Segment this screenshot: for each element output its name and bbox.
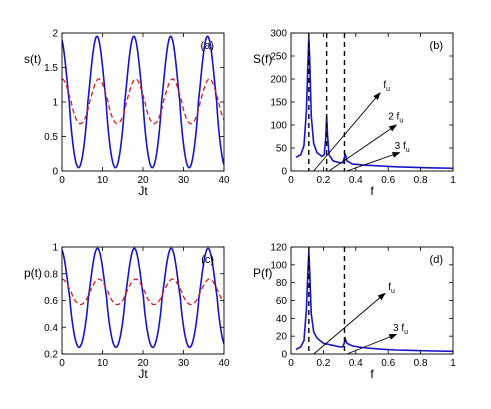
panel-label-a: (a) bbox=[201, 40, 214, 52]
x-tick-label-d-5: 1 bbox=[450, 358, 456, 369]
y-tick-label-a-1: 0.5 bbox=[44, 132, 58, 143]
x-tick-label-a-2: 20 bbox=[137, 175, 149, 186]
y-tick-label-d-5: 100 bbox=[270, 260, 287, 271]
x-tick-label-b-3: 0.6 bbox=[381, 175, 395, 186]
y-tick-label-b-6: 300 bbox=[270, 29, 287, 40]
series-a-dashed-line bbox=[62, 78, 224, 125]
panel-label-b: (b) bbox=[430, 40, 443, 52]
x-tick-label-c-0: 0 bbox=[59, 358, 65, 369]
y-tick-label-a-0: 0 bbox=[52, 167, 58, 178]
y-axis-label-b: S(f) bbox=[253, 52, 272, 66]
annotation-label-d-0: fu bbox=[388, 282, 395, 295]
x-tick-label-a-4: 40 bbox=[218, 175, 230, 186]
series-d-solid-line bbox=[295, 251, 453, 353]
y-tick-label-d-2: 40 bbox=[276, 314, 288, 325]
panel-c: 0 10 20 30 40 0.2 0.4 0.6 0.8 1 Jt p(t) (c) bbox=[24, 243, 230, 382]
panel-a: 0 10 20 30 40 0 0.5 1 1.5 2 Jt s(t) (a) bbox=[24, 29, 230, 199]
x-axis-label-d: f bbox=[370, 367, 374, 381]
series-c-dashed-line bbox=[62, 278, 224, 306]
x-tick-label-b-1: 0.2 bbox=[316, 175, 330, 186]
series-c-solid-line bbox=[62, 247, 224, 349]
y-tick-label-d-1: 20 bbox=[276, 332, 288, 343]
y-axis-label-a: s(t) bbox=[24, 52, 41, 66]
x-axis-label-b: f bbox=[370, 184, 374, 198]
panel-d: fu 3 fu 0 0.2 0.4 0.6 0.8 1 0 20 40 60 80 100 120 f P(f)… bbox=[253, 243, 456, 382]
x-tick-label-b-5: 1 bbox=[450, 175, 456, 186]
x-tick-label-d-3: 0.6 bbox=[381, 358, 395, 369]
y-tick-label-c-1: 0.4 bbox=[44, 323, 58, 334]
x-tick-label-c-3: 30 bbox=[178, 358, 190, 369]
x-tick-label-d-1: 0.2 bbox=[316, 358, 330, 369]
x-tick-label-b-2: 0.4 bbox=[349, 175, 363, 186]
x-tick-label-d-0: 0 bbox=[288, 358, 294, 369]
y-tick-label-c-4: 1 bbox=[52, 243, 58, 254]
y-tick-label-d-0: 0 bbox=[281, 350, 287, 361]
y-tick-label-b-5: 250 bbox=[270, 52, 287, 63]
x-tick-label-a-3: 30 bbox=[178, 175, 190, 186]
y-tick-label-b-3: 150 bbox=[270, 98, 287, 109]
y-axis-label-c: p(t) bbox=[24, 266, 42, 280]
annotation-label-d-1: 3 fu bbox=[393, 323, 408, 336]
x-tick-label-b-4: 0.8 bbox=[414, 175, 428, 186]
annotation-label-b-1: 2 fu bbox=[388, 111, 403, 124]
x-axis-label-c: Jt bbox=[138, 367, 148, 381]
y-tick-label-a-3: 1.5 bbox=[44, 63, 58, 74]
y-tick-label-b-4: 200 bbox=[270, 75, 287, 86]
panel-b: fu 2 fu 3 fu 0 0.2 0.4 0.6 0.8 1 0 50 100 150 200 250 3… bbox=[253, 29, 456, 199]
series-a-solid-line bbox=[62, 35, 224, 169]
panel-label-c: (c) bbox=[201, 254, 214, 266]
x-tick-label-c-2: 20 bbox=[137, 358, 149, 369]
x-tick-label-a-1: 10 bbox=[97, 175, 109, 186]
x-axis-label-a: Jt bbox=[138, 184, 148, 198]
x-tick-label-d-4: 0.8 bbox=[414, 358, 428, 369]
annotation-label-b-0: fu bbox=[383, 80, 390, 93]
annotation-arrow-b-1 bbox=[328, 124, 398, 172]
y-tick-label-d-3: 60 bbox=[276, 296, 288, 307]
y-tick-label-d-4: 80 bbox=[276, 278, 288, 289]
y-tick-label-a-4: 2 bbox=[52, 29, 58, 40]
x-tick-label-a-0: 0 bbox=[59, 175, 65, 186]
x-tick-label-d-2: 0.4 bbox=[349, 358, 363, 369]
annotation-arrow-d-0 bbox=[313, 292, 386, 355]
y-tick-label-d-6: 120 bbox=[270, 243, 287, 254]
y-axis-label-d: P(f) bbox=[253, 266, 272, 280]
annotation-arrow-b-2 bbox=[346, 152, 401, 172]
panel-label-d: (d) bbox=[430, 254, 443, 266]
y-tick-label-b-1: 50 bbox=[276, 144, 288, 155]
x-tick-label-c-1: 10 bbox=[97, 358, 109, 369]
x-tick-label-b-0: 0 bbox=[288, 175, 294, 186]
series-b-solid-line bbox=[295, 37, 453, 170]
y-tick-label-c-2: 0.6 bbox=[44, 296, 58, 307]
annotation-label-b-2: 3 fu bbox=[395, 141, 410, 154]
y-tick-label-b-2: 100 bbox=[270, 121, 287, 132]
annotation-arrow-d-1 bbox=[346, 333, 398, 355]
y-tick-label-c-0: 0.2 bbox=[44, 350, 58, 361]
x-tick-label-c-4: 40 bbox=[218, 358, 230, 369]
annotation-arrow-b-0 bbox=[313, 92, 381, 172]
y-tick-label-b-0: 0 bbox=[281, 167, 287, 178]
y-tick-label-c-3: 0.8 bbox=[44, 269, 58, 280]
y-tick-label-a-2: 1 bbox=[52, 98, 58, 109]
